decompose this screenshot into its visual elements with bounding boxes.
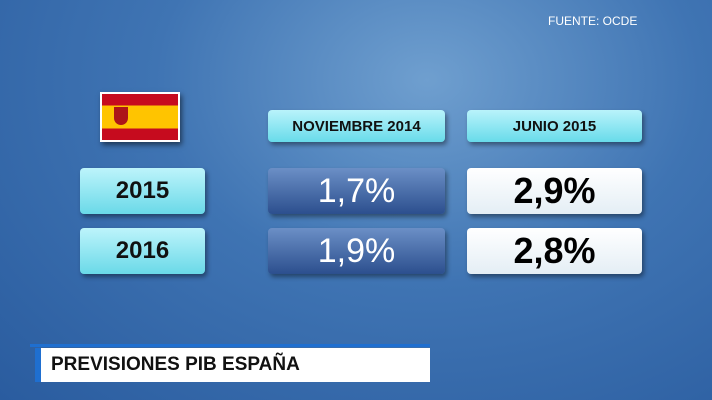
column-header: JUNIO 2015 xyxy=(467,110,642,142)
column-header: NOVIEMBRE 2014 xyxy=(268,110,445,142)
row-label: 2015 xyxy=(80,168,205,214)
row-label: 2016 xyxy=(80,228,205,274)
value-cell: 1,9% xyxy=(268,228,445,274)
source: FUENTE: OCDE xyxy=(548,14,638,28)
value-cell: 1,7% xyxy=(268,168,445,214)
caption: PREVISIONES PIB ESPAÑA xyxy=(35,348,430,382)
value-cell: 2,9% xyxy=(467,168,642,214)
caption-line xyxy=(30,344,430,347)
value-cell: 2,8% xyxy=(467,228,642,274)
emblem xyxy=(114,107,128,125)
flag xyxy=(100,92,180,142)
